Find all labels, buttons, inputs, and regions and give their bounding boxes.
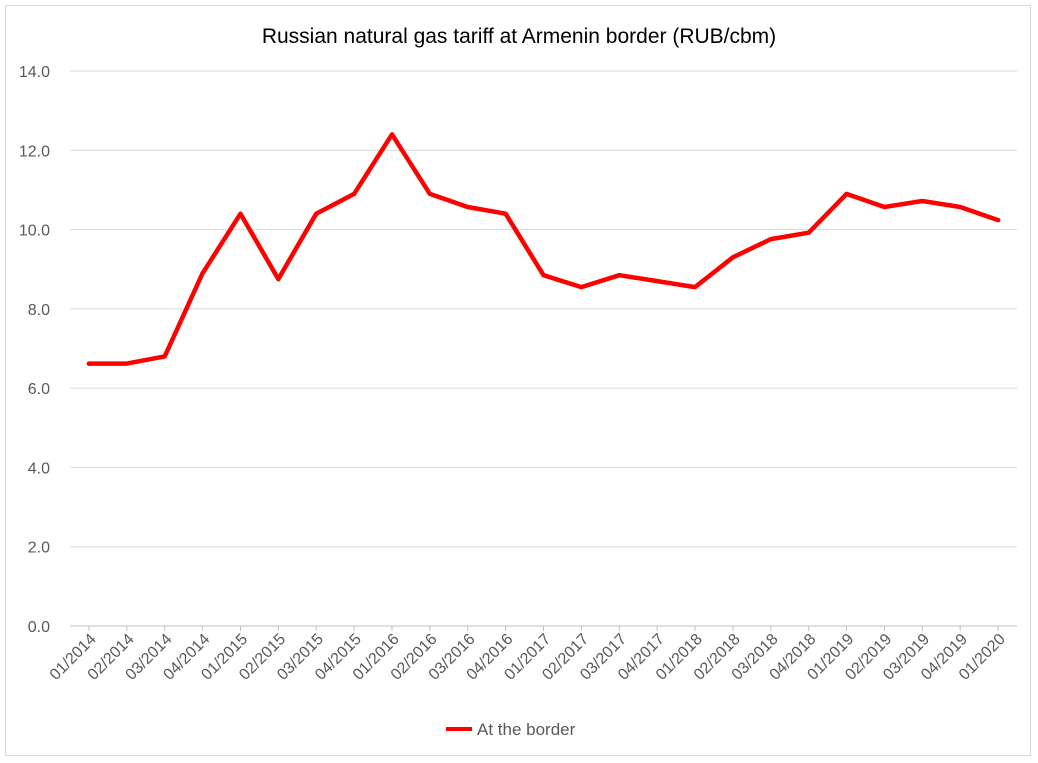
data-point bbox=[693, 285, 698, 290]
data-point bbox=[162, 354, 167, 359]
data-point bbox=[238, 211, 243, 216]
y-tick-label: 2.0 bbox=[28, 540, 50, 557]
y-tick-label: 10.0 bbox=[19, 223, 50, 240]
chart-frame bbox=[5, 5, 1031, 756]
data-point bbox=[352, 191, 357, 196]
x-axis-ticks: 01/201402/201403/201404/201401/201502/20… bbox=[47, 626, 1009, 684]
data-point bbox=[806, 230, 811, 235]
y-tick-label: 8.0 bbox=[28, 302, 50, 319]
data-point bbox=[427, 191, 432, 196]
data-point bbox=[86, 361, 91, 366]
data-point bbox=[276, 277, 281, 282]
data-point bbox=[124, 361, 129, 366]
y-tick-label: 4.0 bbox=[28, 460, 50, 477]
data-point bbox=[314, 211, 319, 216]
y-tick-label: 0.0 bbox=[28, 619, 50, 636]
data-point bbox=[655, 279, 660, 284]
y-axis-ticks: 0.0 2.0 4.0 6.0 8.0 10.0 12.0 14.0 bbox=[19, 64, 50, 636]
data-point bbox=[920, 199, 925, 204]
data-point bbox=[541, 273, 546, 278]
data-point bbox=[768, 237, 773, 242]
data-point bbox=[730, 255, 735, 260]
data-point bbox=[958, 204, 963, 209]
y-tick-label: 6.0 bbox=[28, 381, 50, 398]
y-tick-label: 12.0 bbox=[19, 143, 50, 160]
data-point bbox=[200, 271, 205, 276]
data-point bbox=[617, 273, 622, 278]
data-point bbox=[389, 132, 394, 137]
legend: At the border bbox=[446, 720, 576, 739]
data-point bbox=[465, 204, 470, 209]
data-point bbox=[996, 218, 1001, 223]
data-point bbox=[579, 285, 584, 290]
chart-title: Russian natural gas tariff at Armenin bo… bbox=[262, 25, 776, 48]
data-point bbox=[503, 211, 508, 216]
series-line bbox=[86, 132, 1001, 366]
legend-label: At the border bbox=[477, 720, 576, 739]
series-layer bbox=[86, 132, 1001, 366]
data-point bbox=[882, 204, 887, 209]
y-tick-label: 14.0 bbox=[19, 64, 50, 81]
gridlines bbox=[70, 70, 1017, 627]
data-point bbox=[844, 191, 849, 196]
